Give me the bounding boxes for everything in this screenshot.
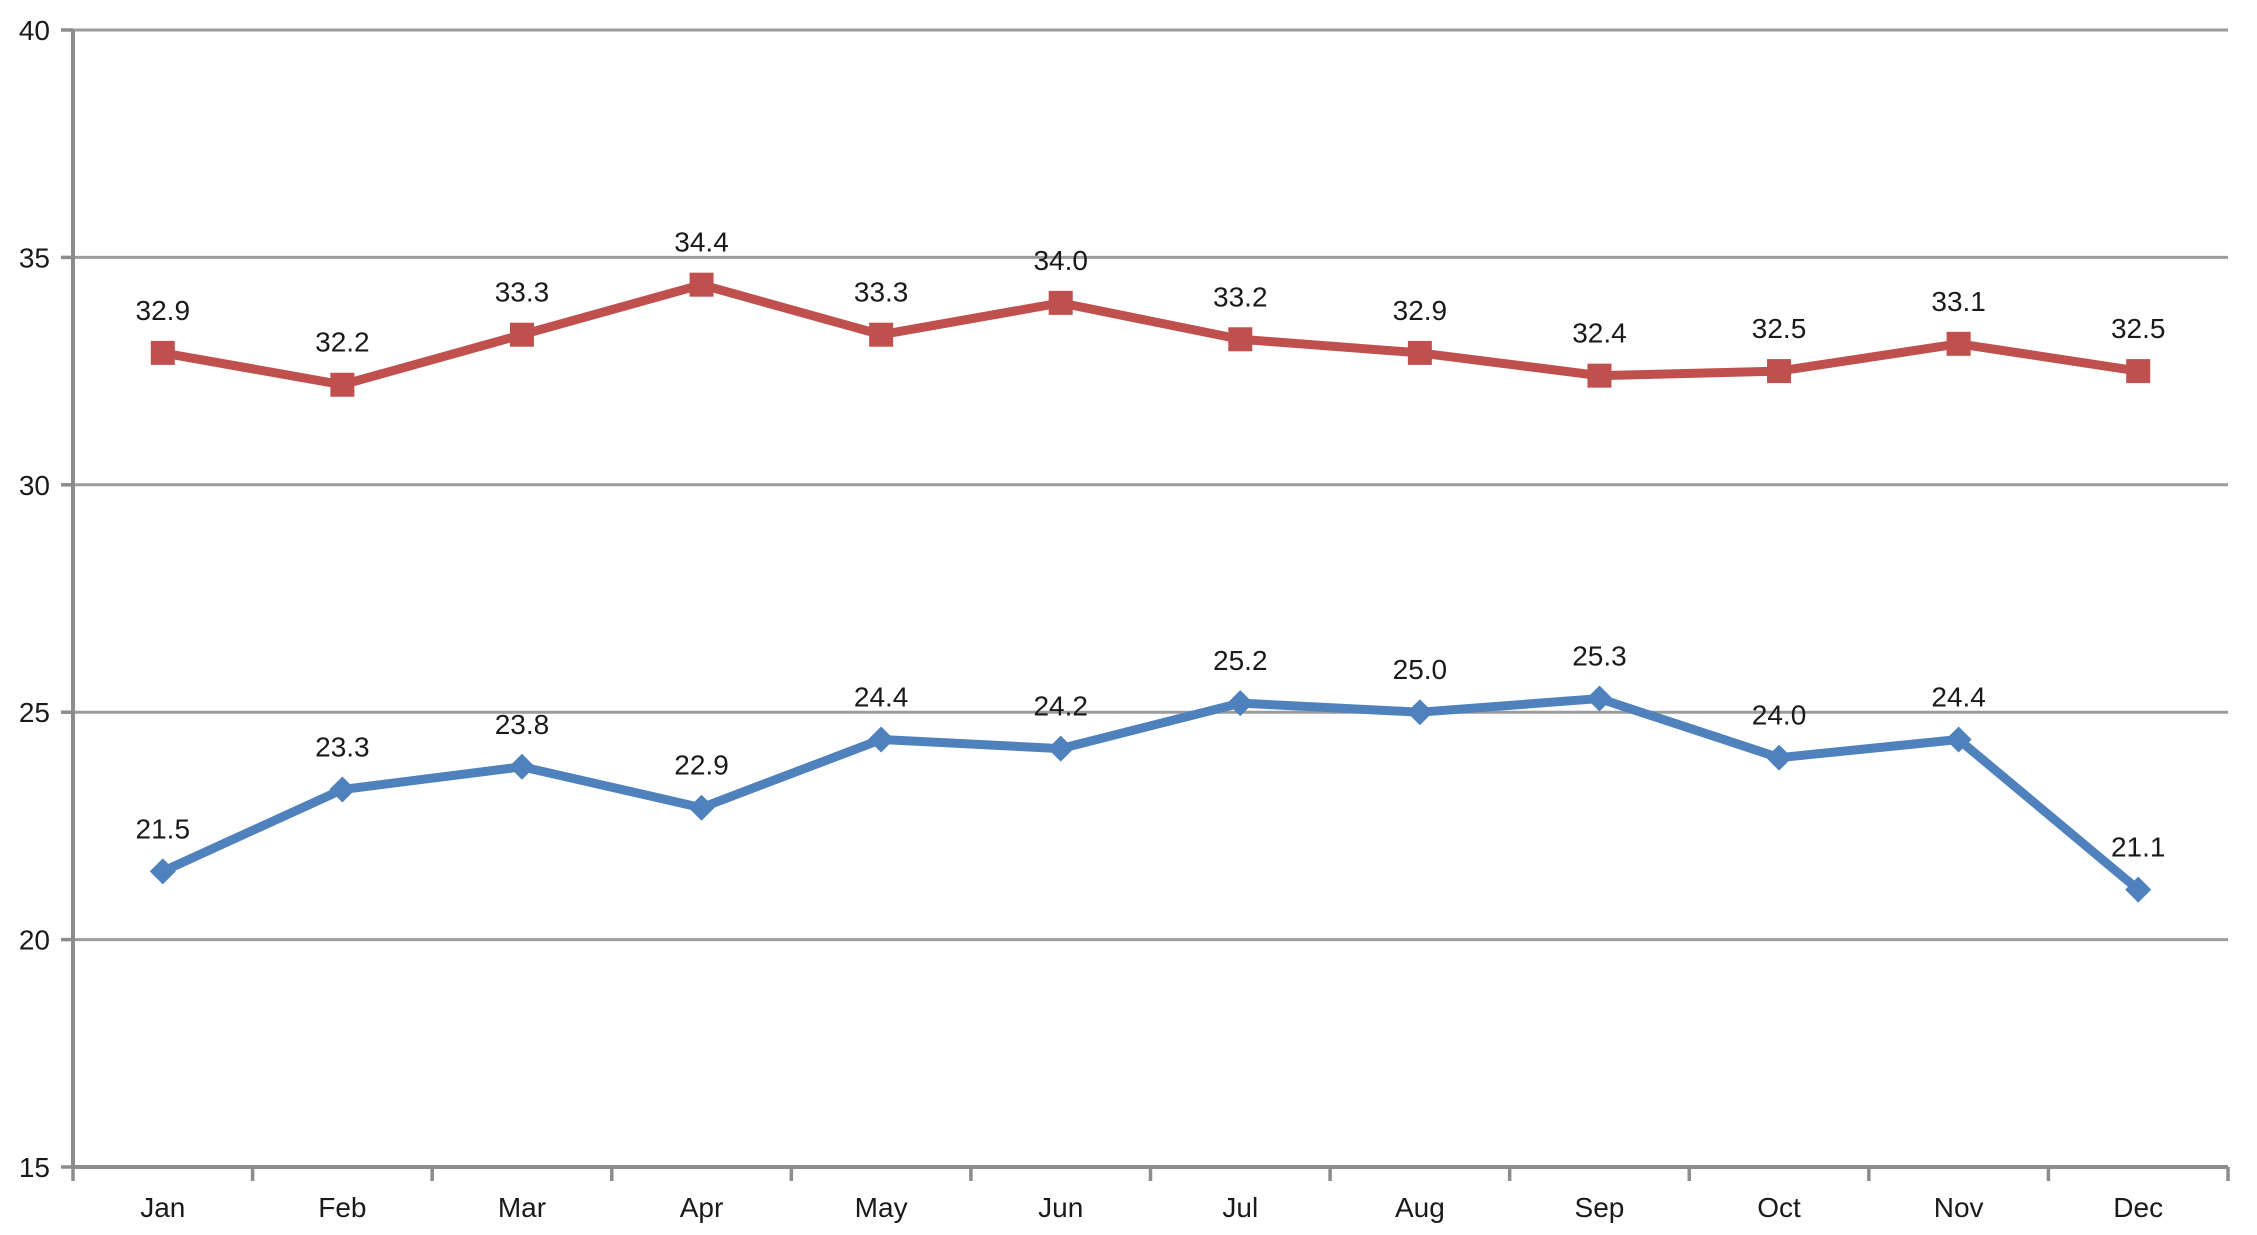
blue-series-marker-mar (508, 753, 535, 780)
y-axis-label-35: 35 (19, 242, 50, 273)
red-series-marker-may (869, 322, 894, 347)
red-series-value-label-nov: 33.1 (1931, 286, 1986, 317)
red-series-value-label-jun: 34.0 (1033, 245, 1088, 276)
blue-series-marker-jan (149, 858, 176, 885)
x-axis-label-sep: Sep (1575, 1192, 1625, 1223)
red-series-value-label-apr: 34.4 (674, 227, 729, 258)
red-series-value-label-aug: 32.9 (1393, 295, 1448, 326)
red-series-marker-apr (689, 272, 714, 297)
red-series-value-label-may: 33.3 (854, 277, 909, 308)
red-series-marker-jun (1048, 290, 1073, 315)
blue-series-value-label-oct: 24.0 (1752, 700, 1807, 731)
red-series-marker-dec (2126, 359, 2151, 384)
red-series-value-label-dec: 32.5 (2111, 313, 2166, 344)
blue-series-marker-jun (1047, 735, 1074, 762)
red-series-line (158, 280, 2143, 390)
blue-series-value-label-jan: 21.5 (136, 813, 191, 844)
blue-series-marker-oct (1766, 744, 1793, 771)
x-axis-label-nov: Nov (1934, 1192, 1984, 1223)
blue-series-marker-jul (1227, 690, 1254, 717)
red-series-marker-oct (1767, 359, 1792, 384)
x-axis-label-jan: Jan (140, 1192, 185, 1223)
x-axis-label-mar: Mar (498, 1192, 546, 1223)
red-series-value-label-jul: 33.2 (1213, 281, 1268, 312)
red-series-value-label-jan: 32.9 (136, 295, 191, 326)
blue-series-marker-dec (2125, 876, 2152, 903)
blue-series-value-label-sep: 25.3 (1572, 641, 1627, 672)
blue-series-marker-sep (1586, 685, 1613, 712)
blue-series-marker-feb (329, 776, 356, 803)
red-series-marker-nov (1946, 331, 1971, 356)
x-axis-label-dec: Dec (2113, 1192, 2163, 1223)
blue-series-marker-apr (688, 794, 715, 821)
red-series-marker-jan (150, 340, 175, 365)
y-axis-label-20: 20 (19, 925, 50, 956)
blue-series-marker-aug (1406, 699, 1433, 726)
red-series-marker-jul (1228, 327, 1253, 352)
red-series-marker-aug (1407, 340, 1432, 365)
red-series-marker-mar (509, 322, 534, 347)
x-axis-label-may: May (855, 1192, 908, 1223)
red-series-value-label-feb: 32.2 (315, 327, 370, 358)
blue-series-marker-nov (1945, 726, 1972, 753)
blue-series-value-label-mar: 23.8 (495, 709, 550, 740)
y-axis-label-15: 15 (19, 1152, 50, 1183)
x-axis-label-oct: Oct (1757, 1192, 1801, 1223)
blue-series-value-label-nov: 24.4 (1931, 681, 1986, 712)
blue-series-value-label-aug: 25.0 (1393, 654, 1448, 685)
x-axis-label-aug: Aug (1395, 1192, 1445, 1223)
red-series-marker-feb (330, 372, 355, 397)
y-axis-label-25: 25 (19, 697, 50, 728)
y-axis-label-30: 30 (19, 470, 50, 501)
blue-series-value-label-apr: 22.9 (674, 750, 729, 781)
blue-series-value-label-jun: 24.2 (1033, 691, 1088, 722)
blue-series-line (158, 694, 2143, 895)
x-axis-label-jul: Jul (1222, 1192, 1258, 1223)
y-axis-label-40: 40 (19, 15, 50, 46)
x-axis-label-jun: Jun (1038, 1192, 1083, 1223)
blue-series-value-label-may: 24.4 (854, 681, 909, 712)
x-axis-label-apr: Apr (680, 1192, 724, 1223)
red-series-value-label-mar: 33.3 (495, 277, 550, 308)
blue-series-value-label-dec: 21.1 (2111, 832, 2166, 863)
blue-series-value-label-feb: 23.3 (315, 732, 370, 763)
x-axis-label-feb: Feb (318, 1192, 366, 1223)
red-series-value-label-sep: 32.4 (1572, 318, 1627, 349)
red-series-marker-sep (1587, 363, 1612, 388)
blue-series-marker-may (868, 726, 895, 753)
blue-series-value-label-jul: 25.2 (1213, 645, 1268, 676)
red-series-value-label-oct: 32.5 (1752, 313, 1807, 344)
